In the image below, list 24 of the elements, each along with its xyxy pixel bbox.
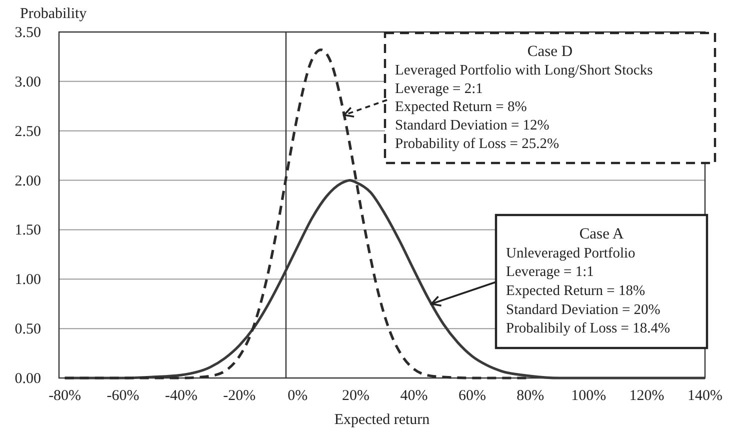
y-tick-label: 1.50 bbox=[14, 222, 41, 239]
annotation: Case D Leveraged Portfolio with Long/Short Stocks Leverage = 2:1 Expected Return = 8% Standard Deviation = 12% Probability of Loss = 25.2% bbox=[395, 43, 654, 152]
x-tick-label: 40% bbox=[400, 388, 428, 404]
y-tick-label: 0.00 bbox=[14, 371, 41, 387]
x-axis-title: Expected return bbox=[334, 412, 430, 428]
y-tick-label: 0.50 bbox=[14, 322, 41, 338]
x-tick-label: -20% bbox=[223, 388, 256, 404]
y-tick-label: 2.50 bbox=[14, 124, 41, 140]
x-tick-label: 80% bbox=[516, 388, 544, 404]
x-tick-label: 120% bbox=[629, 388, 664, 404]
y-tick-label: 2.00 bbox=[14, 173, 41, 190]
y-tick-label: 1.00 bbox=[14, 272, 41, 288]
x-tick-label: 60% bbox=[458, 388, 486, 404]
y-tick-label: 3.00 bbox=[14, 74, 41, 90]
y-axis-title: Probability bbox=[20, 6, 88, 22]
x-tick-label: -40% bbox=[164, 388, 198, 404]
x-tick-label: 140% bbox=[688, 388, 722, 404]
x-tick-label: -80% bbox=[48, 388, 82, 404]
x-tick-label: -60% bbox=[106, 388, 140, 404]
annotation: Case A Unleveraged Portfolio Leverage = 1:1 Expected Return = 18% Standard Deviation = 20% Probalibily of Loss = 18.4% bbox=[506, 225, 670, 337]
x-tick-label: 100% bbox=[571, 388, 606, 404]
y-tick-label: 3.50 bbox=[14, 25, 41, 41]
x-tick-label: 20% bbox=[342, 388, 370, 404]
x-tick-label: 0% bbox=[288, 388, 308, 404]
